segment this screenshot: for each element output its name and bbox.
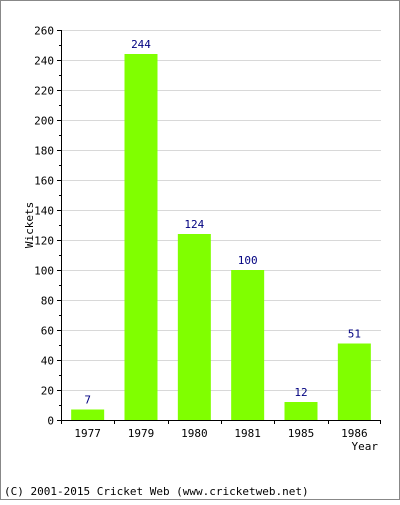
y-tick-label: 140 (34, 205, 54, 218)
y-axis-ticks: 0 20 40 60 80 100 120 140 160 180 200 220 240 260 (34, 25, 61, 428)
data-label-1985: 12 (294, 386, 307, 399)
x-axis-ticks: 1977 1979 1980 1981 1985 1986 (61, 420, 381, 440)
bar-1985 (284, 402, 318, 420)
data-label-1981: 100 (238, 254, 258, 267)
x-tick-label-1979: 1979 (128, 427, 155, 440)
y-tick-label: 40 (41, 355, 54, 368)
grid-lines (61, 30, 381, 391)
bar-1981 (231, 270, 265, 420)
x-axis-title: Year (352, 440, 379, 453)
y-tick-label: 80 (41, 295, 54, 308)
y-tick-label: 180 (34, 145, 54, 158)
y-axis-title: Wickets (23, 202, 36, 248)
y-tick-label: 160 (34, 175, 54, 188)
y-tick-label: 20 (41, 385, 54, 398)
copyright-footer: (C) 2001-2015 Cricket Web (www.cricketwe… (4, 485, 309, 498)
data-label-1977: 7 (84, 394, 91, 407)
y-tick-label: 260 (34, 25, 54, 38)
y-tick-label: 220 (34, 85, 54, 98)
x-tick-label-1977: 1977 (74, 427, 101, 440)
bar-1979 (124, 54, 158, 420)
y-tick-label: 240 (34, 55, 54, 68)
data-label-1980: 124 (184, 218, 204, 231)
bar-1980 (177, 234, 211, 420)
bars (71, 54, 371, 420)
bar-1977 (71, 409, 105, 420)
data-label-1986: 51 (348, 328, 361, 341)
x-tick-label-1980: 1980 (181, 427, 208, 440)
y-tick-label: 200 (34, 115, 54, 128)
y-tick-label: 0 (47, 415, 54, 428)
data-labels: 7 244 124 100 12 51 (84, 38, 361, 407)
x-tick-label-1985: 1985 (288, 427, 315, 440)
x-tick-label-1986: 1986 (341, 427, 368, 440)
x-tick-label-1981: 1981 (234, 427, 261, 440)
bar-1986 (337, 343, 371, 420)
y-tick-label: 100 (34, 265, 54, 278)
y-tick-label: 60 (41, 325, 54, 338)
data-label-1979: 244 (131, 38, 151, 51)
y-tick-label: 120 (34, 235, 54, 248)
